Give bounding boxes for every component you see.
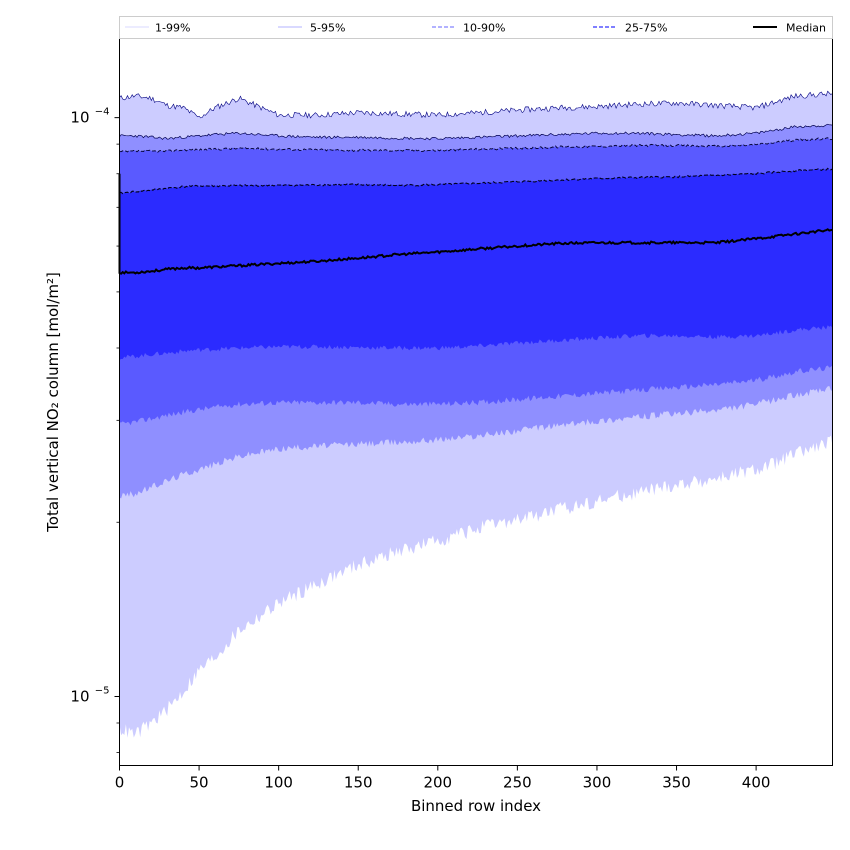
x-tick-label: 100: [264, 774, 293, 792]
x-tick-label: 250: [503, 774, 532, 792]
x-tick-label: 400: [742, 774, 771, 792]
y-tick-exponent: −4: [95, 107, 110, 118]
line-median: [118, 173, 833, 275]
x-tick-label: 300: [583, 774, 612, 792]
y-axis: 10 −4 10 −5: [70, 107, 120, 754]
legend-label: 10-90%: [463, 22, 505, 35]
legend-label: 5-95%: [310, 22, 345, 35]
x-axis-label: Binned row index: [411, 797, 541, 815]
y-tick-label: 10: [70, 688, 89, 706]
x-tick-label: 150: [344, 774, 373, 792]
legend-label: 1-99%: [155, 22, 190, 35]
legend-box: [119, 16, 833, 39]
x-tick-label: 200: [423, 774, 452, 792]
line-90pct: [119, 137, 833, 153]
legend-label: 25-75%: [625, 22, 667, 35]
line-75pct: [119, 167, 833, 195]
line-95pct: [119, 123, 833, 141]
y-axis-label: Total vertical NO₂ column [mol/m²]: [44, 272, 62, 533]
band-25-75: [119, 168, 833, 360]
x-tick-label: 0: [115, 774, 125, 792]
y-tick-label: 10: [70, 109, 89, 127]
x-tick-label: 350: [662, 774, 691, 792]
legend: 1-99% 5-95% 10-90% 25-75% Median: [119, 16, 833, 39]
y-tick-exponent: −5: [95, 686, 110, 697]
percentile-lines: [118, 90, 833, 275]
legend-label: Median: [786, 22, 826, 35]
percentile-bands: [119, 91, 833, 738]
line-99pct: [119, 90, 833, 119]
x-axis: 0 50 100 150 200 250 300 350 400: [115, 765, 771, 792]
x-tick-label: 50: [190, 774, 209, 792]
